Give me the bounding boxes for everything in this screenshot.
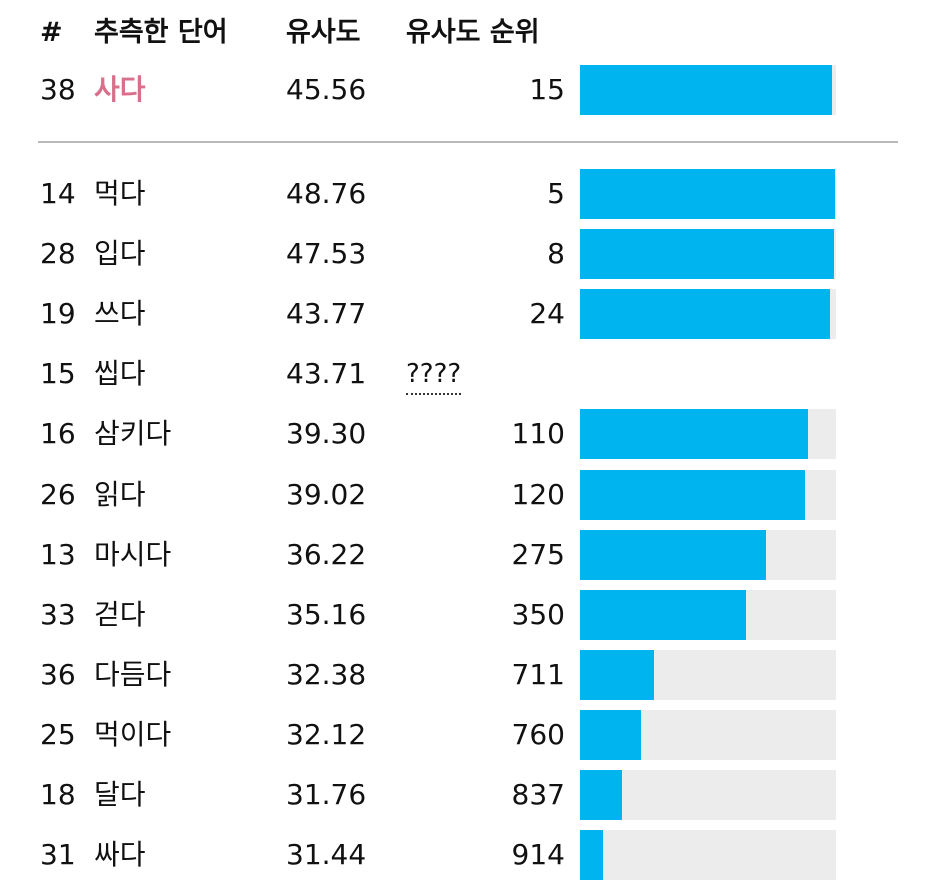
similarity-bar-fill bbox=[580, 229, 834, 280]
guess-similarity: 36.22 bbox=[286, 537, 367, 571]
table-row: 31 싸다 31.44 914 bbox=[0, 825, 936, 885]
guess-rank: 15 bbox=[529, 73, 565, 106]
similarity-bar-track bbox=[580, 830, 836, 881]
guess-word: 먹이다 bbox=[94, 717, 172, 751]
guess-similarity: 32.12 bbox=[286, 717, 367, 751]
similarity-bar-fill bbox=[580, 169, 835, 219]
guess-similarity: 39.30 bbox=[286, 417, 367, 451]
guess-rank: 110 bbox=[511, 417, 565, 451]
table-row: 18 달다 31.76 837 bbox=[0, 765, 936, 825]
table-row: 36 다듬다 32.38 711 bbox=[0, 645, 936, 705]
guess-similarity: 43.71 bbox=[286, 357, 367, 391]
similarity-bar-track bbox=[580, 409, 836, 460]
guess-num: 31 bbox=[40, 838, 76, 872]
guess-word: 씹다 bbox=[94, 357, 146, 391]
guess-num: 28 bbox=[40, 237, 76, 271]
guess-word: 싸다 bbox=[94, 838, 146, 872]
current-guess-row: 38 사다 45.56 15 bbox=[0, 60, 936, 120]
similarity-bar-fill bbox=[580, 289, 830, 340]
guess-num: 36 bbox=[40, 657, 76, 691]
similarity-bar-track bbox=[580, 65, 836, 115]
guess-word: 사다 bbox=[94, 73, 146, 106]
guess-num: 15 bbox=[40, 357, 76, 391]
similarity-bar-fill bbox=[580, 770, 623, 820]
header-similarity: 유사도 bbox=[286, 17, 361, 48]
table-row: 16 삼키다 39.30 110 bbox=[0, 404, 936, 464]
guess-word: 삼키다 bbox=[94, 417, 172, 451]
guess-similarity: 47.53 bbox=[286, 237, 367, 271]
guess-similarity: 39.02 bbox=[286, 477, 367, 511]
unknown-rank-label[interactable]: ???? bbox=[406, 359, 462, 396]
similarity-bar-fill bbox=[580, 649, 655, 700]
similarity-bar-track bbox=[580, 169, 836, 219]
table-row: 33 걷다 35.16 350 bbox=[0, 585, 936, 645]
similarity-bar-track bbox=[580, 649, 836, 700]
guess-similarity: 32.38 bbox=[286, 657, 367, 691]
guess-similarity: 48.76 bbox=[286, 177, 367, 210]
guess-rank: 8 bbox=[547, 237, 565, 271]
similarity-bar-track bbox=[580, 709, 836, 760]
guess-num: 18 bbox=[40, 778, 76, 811]
guess-similarity: 45.56 bbox=[286, 73, 367, 106]
guess-word: 다듬다 bbox=[94, 657, 172, 691]
similarity-bar-fill bbox=[580, 469, 806, 520]
guess-num: 19 bbox=[40, 297, 76, 331]
guess-num: 13 bbox=[40, 537, 76, 571]
guess-similarity: 31.44 bbox=[286, 838, 367, 872]
guess-word: 쓰다 bbox=[94, 297, 146, 331]
similarity-bar-fill bbox=[580, 65, 833, 115]
guess-num: 25 bbox=[40, 717, 76, 751]
guess-rank: 760 bbox=[511, 717, 565, 751]
header-rank: 유사도 순위 bbox=[406, 17, 540, 48]
guess-similarity: 43.77 bbox=[286, 297, 367, 331]
guess-rank: 350 bbox=[511, 597, 565, 631]
guess-word: 달다 bbox=[94, 778, 146, 811]
unknown-rank[interactable]: ???? bbox=[406, 344, 462, 404]
similarity-bar-fill bbox=[580, 529, 766, 580]
guess-rank: 5 bbox=[547, 177, 565, 210]
table-header: # 추측한 단어 유사도 유사도 순위 bbox=[0, 3, 936, 63]
guess-similarity: 35.16 bbox=[286, 597, 367, 631]
guess-word: 걷다 bbox=[94, 597, 146, 631]
table-row: 13 마시다 36.22 275 bbox=[0, 525, 936, 585]
similarity-bar-track bbox=[580, 529, 836, 580]
similarity-bar-track bbox=[580, 469, 836, 520]
guess-num: 33 bbox=[40, 597, 76, 631]
guess-word: 먹다 bbox=[94, 177, 146, 210]
guess-rank: 120 bbox=[511, 477, 565, 511]
divider bbox=[38, 141, 898, 143]
similarity-bar-track bbox=[580, 229, 836, 280]
table-row: 19 쓰다 43.77 24 bbox=[0, 284, 936, 344]
similarity-bar-fill bbox=[580, 409, 808, 460]
guess-similarity: 31.76 bbox=[286, 778, 367, 811]
guess-rank: 837 bbox=[511, 778, 565, 811]
table-row: 26 읽다 39.02 120 bbox=[0, 465, 936, 525]
guess-num: 14 bbox=[40, 177, 76, 210]
guess-word: 읽다 bbox=[94, 477, 146, 511]
table-row: 25 먹이다 32.12 760 bbox=[0, 705, 936, 765]
similarity-bar-fill bbox=[580, 830, 603, 881]
similarity-bar-track bbox=[580, 770, 836, 820]
guess-num: 26 bbox=[40, 477, 76, 511]
guess-rank: 24 bbox=[529, 297, 565, 331]
similarity-bar-fill bbox=[580, 589, 747, 640]
guess-rank: 711 bbox=[511, 657, 565, 691]
similarity-bar-track bbox=[580, 589, 836, 640]
header-num: # bbox=[40, 17, 63, 48]
table-row: 15 씹다 43.71???? bbox=[0, 344, 936, 404]
guess-rank: 275 bbox=[511, 537, 565, 571]
guess-num: 16 bbox=[40, 417, 76, 451]
guess-word: 입다 bbox=[94, 237, 146, 271]
table-row: 28 입다 47.53 8 bbox=[0, 224, 936, 284]
guess-word: 마시다 bbox=[94, 537, 172, 571]
guess-rank: 914 bbox=[511, 838, 565, 872]
header-word: 추측한 단어 bbox=[94, 17, 228, 48]
similarity-bar-track bbox=[580, 289, 836, 340]
table-row: 14 먹다 48.76 5 bbox=[0, 164, 936, 224]
guess-num: 38 bbox=[40, 73, 76, 106]
similarity-bar-fill bbox=[580, 709, 642, 760]
